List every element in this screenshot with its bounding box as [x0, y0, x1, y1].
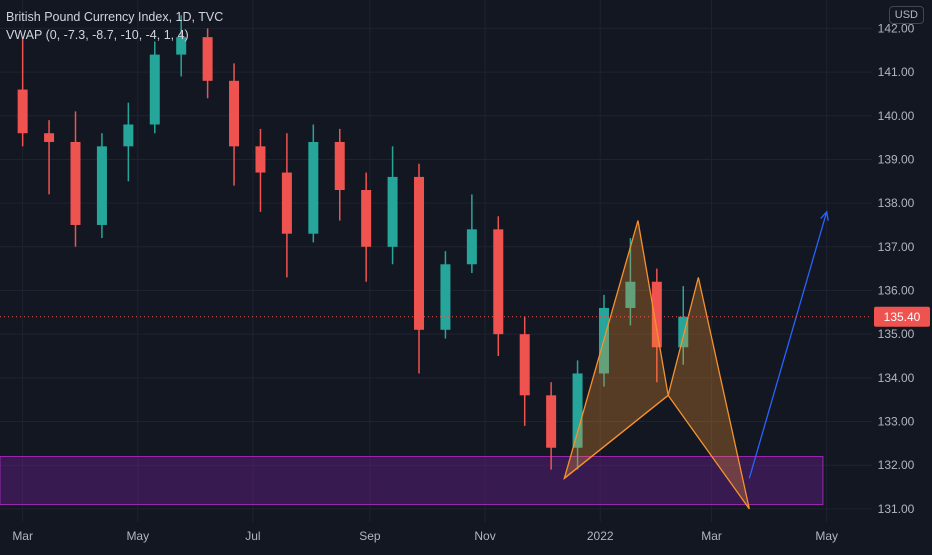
- y-tick-label: 141.00: [878, 65, 915, 79]
- candle-body: [625, 281, 636, 308]
- y-tick-label: 140.00: [878, 109, 915, 123]
- y-tick-label: 138.00: [878, 196, 915, 210]
- candle-body: [70, 141, 81, 225]
- candle-body: [229, 80, 240, 147]
- candle-body: [414, 176, 425, 330]
- candle-body: [202, 37, 213, 81]
- y-tick-label: 132.00: [878, 458, 915, 472]
- candle-body: [334, 141, 345, 191]
- x-tick-label: Mar: [12, 529, 33, 543]
- currency-button[interactable]: USD: [888, 6, 924, 24]
- candle-body: [96, 146, 107, 225]
- x-tick-label: May: [815, 529, 838, 543]
- y-tick-label: 131.00: [878, 502, 915, 516]
- y-tick-label: 136.00: [878, 283, 915, 297]
- y-tick-label: 139.00: [878, 152, 915, 166]
- projection-arrowhead: [820, 210, 829, 221]
- y-tick-label: 133.00: [878, 415, 915, 429]
- candle-body: [651, 281, 662, 348]
- candle-body: [255, 146, 266, 173]
- candle-body: [361, 190, 372, 247]
- candle-body: [387, 176, 398, 247]
- candle-body: [678, 316, 689, 348]
- y-tick-label: 134.00: [878, 371, 915, 385]
- candle-body: [440, 264, 451, 330]
- y-tick-label: 137.00: [878, 240, 915, 254]
- x-tick-label: Mar: [701, 529, 722, 543]
- candle-body: [17, 89, 28, 134]
- y-tick-label: 142.00: [878, 21, 915, 35]
- candle-body: [281, 172, 292, 234]
- candle-body: [466, 229, 477, 265]
- pattern-triangle-bcd[interactable]: [667, 277, 750, 510]
- candle-body: [308, 141, 319, 234]
- last-price-label: 135.40: [884, 310, 921, 324]
- x-tick-label: May: [126, 529, 149, 543]
- candle-body: [44, 133, 55, 142]
- support-zone[interactable]: [0, 455, 824, 506]
- candle-body: [546, 395, 557, 448]
- candle-body: [176, 37, 187, 55]
- projection-arrow[interactable]: [748, 211, 828, 479]
- candle-body: [493, 229, 504, 335]
- pattern-leg-xb: [563, 394, 669, 479]
- candle-body: [572, 373, 583, 448]
- last-price-badge: [874, 306, 930, 327]
- candle-body: [123, 124, 134, 147]
- x-tick-label: 2022: [587, 529, 614, 543]
- x-tick-label: Sep: [359, 529, 381, 543]
- x-tick-label: Jul: [245, 529, 260, 543]
- y-tick-label: 135.00: [878, 327, 915, 341]
- candle-body: [149, 54, 160, 125]
- x-tick-label: Nov: [474, 529, 495, 543]
- candle-body: [519, 334, 530, 396]
